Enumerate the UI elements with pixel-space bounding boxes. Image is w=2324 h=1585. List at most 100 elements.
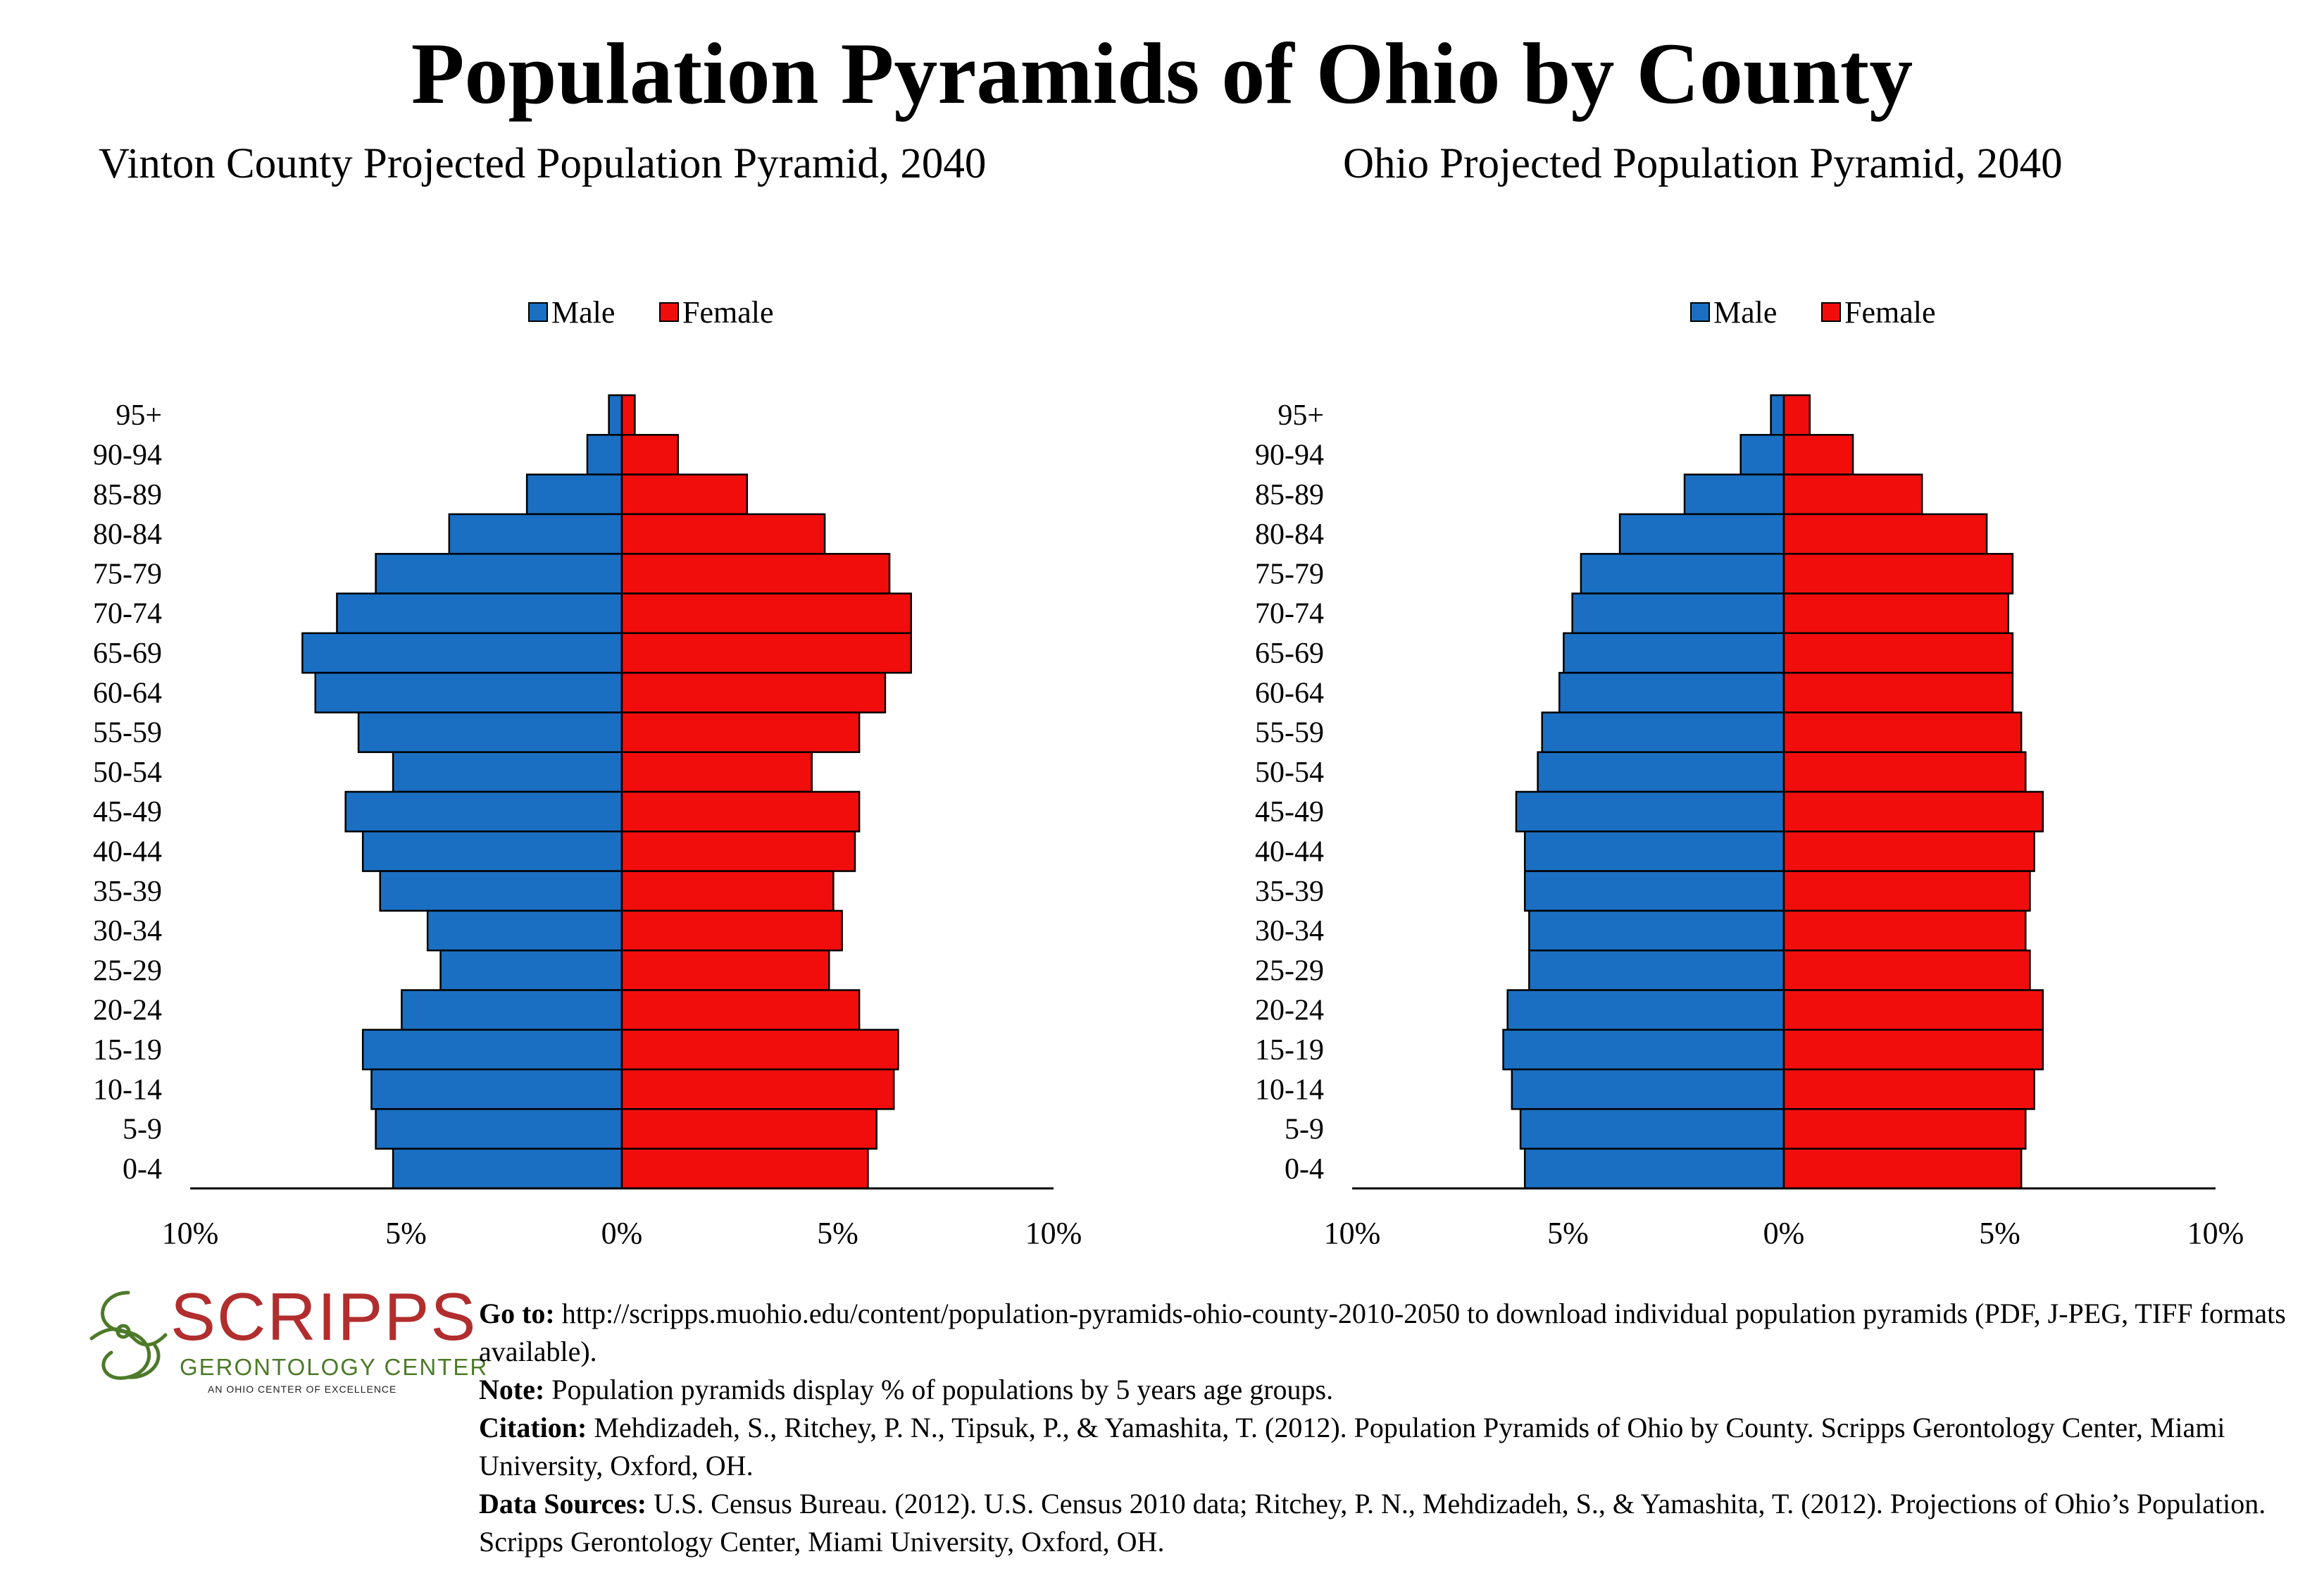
age-group-label: 75-79	[1255, 558, 1324, 590]
goto-text[interactable]: http://scripps.muohio.edu/content/popula…	[479, 1298, 2286, 1367]
bar-female	[620, 751, 813, 793]
notes-block: Go to: http://scripps.muohio.edu/content…	[479, 1295, 2310, 1561]
bar-male	[1770, 394, 1785, 436]
bar-female	[620, 711, 861, 753]
bar-male	[370, 1068, 623, 1110]
legend-swatch-male	[528, 302, 548, 322]
age-group-label: 20-24	[1255, 995, 1324, 1027]
bar-female	[1782, 989, 2044, 1031]
age-group-label: 10-14	[93, 1074, 162, 1106]
bar-male	[1580, 552, 1785, 595]
legend-label-male: Male	[551, 295, 615, 330]
bar-male	[1528, 909, 1785, 952]
bar-male	[1571, 592, 1785, 635]
bar-female	[1782, 632, 2014, 674]
bar-female	[620, 870, 835, 912]
legend-label-male: Male	[1713, 295, 1777, 330]
age-group-label: 5-9	[1285, 1114, 1324, 1146]
goto-line: Go to: http://scripps.muohio.edu/content…	[479, 1295, 2310, 1371]
bar-female	[1782, 949, 2031, 991]
bar-female	[1782, 592, 2010, 635]
x-tick-label: 5%	[385, 1216, 427, 1250]
age-group-label: 55-59	[1255, 717, 1324, 750]
bar-female	[1782, 671, 2014, 714]
age-group-label: 95+	[1277, 399, 1324, 432]
bar-male	[392, 1148, 623, 1190]
logo-tagline: AN OHIO CENTER OF EXCELLENCE	[208, 1384, 397, 1395]
bar-male	[361, 831, 623, 872]
bar-male	[1523, 1148, 1785, 1190]
bar-female	[1782, 1068, 2035, 1110]
bar-female	[620, 989, 861, 1031]
bar-male	[361, 1028, 623, 1071]
bar-female	[620, 831, 856, 872]
citation-text: Mehdizadeh, S., Ritchey, P. N., Tipsuk, …	[479, 1412, 2225, 1481]
vinton-pyramid-chart: Vinton County Projected Population Pyram…	[93, 140, 1082, 1250]
bar-male	[401, 989, 623, 1031]
bar-male	[1502, 1028, 1785, 1071]
age-group-label: 40-44	[93, 835, 162, 868]
bar-female	[620, 671, 887, 714]
sources-line: Data Sources: U.S. Census Bureau. (2012)…	[479, 1485, 2310, 1561]
bar-male	[1739, 434, 1785, 476]
bar-female	[1782, 711, 2023, 753]
page-title: Population Pyramids of Ohio by County	[411, 25, 1913, 122]
age-group-label: 65-69	[93, 638, 162, 670]
bar-male	[1511, 1068, 1785, 1110]
sources-text: U.S. Census Bureau. (2012). U.S. Census …	[479, 1488, 2266, 1558]
bar-female	[620, 592, 912, 635]
age-group-label: 45-49	[1255, 796, 1324, 828]
bar-female	[620, 434, 679, 476]
logo-subtitle: GERONTOLOGY CENTER	[180, 1354, 489, 1380]
bar-male	[1523, 831, 1785, 872]
bar-male	[344, 790, 623, 833]
bar-female	[620, 552, 891, 595]
x-tick-label: 0%	[1763, 1216, 1805, 1250]
age-group-label: 25-29	[93, 955, 162, 987]
age-group-label: 85-89	[1255, 479, 1324, 511]
age-group-label: 90-94	[93, 439, 162, 471]
bar-male	[426, 909, 623, 952]
bar-female	[620, 1108, 877, 1150]
bar-male	[525, 473, 623, 516]
bar-male	[1537, 751, 1785, 793]
bar-male	[448, 513, 623, 555]
bar-female	[1782, 1028, 2044, 1071]
age-group-label: 60-64	[1255, 677, 1324, 709]
citation-line: Citation: Mehdizadeh, S., Ritchey, P. N.…	[479, 1409, 2310, 1485]
bar-male	[1528, 949, 1785, 991]
age-group-label: 25-29	[1255, 955, 1324, 987]
bar-male	[1519, 1108, 1785, 1150]
bar-male	[314, 671, 623, 714]
age-group-label: 30-34	[93, 915, 162, 947]
chart-title: Vinton County Projected Population Pyram…	[99, 140, 986, 187]
bar-male	[1683, 473, 1785, 516]
bar-male	[439, 949, 623, 991]
x-tick-label: 5%	[1979, 1216, 2020, 1250]
age-group-label: 60-64	[93, 677, 162, 709]
bar-female	[1782, 473, 1923, 516]
x-tick-label: 5%	[1547, 1216, 1589, 1250]
bar-female	[620, 473, 749, 516]
bar-male	[1506, 989, 1785, 1031]
age-group-label: 50-54	[93, 757, 162, 789]
legend-swatch-female	[1821, 302, 1841, 322]
age-group-label: 35-39	[1255, 876, 1324, 908]
bar-female	[1782, 909, 2027, 952]
bar-male	[336, 592, 623, 635]
bar-male	[1558, 671, 1785, 714]
bar-male	[1618, 513, 1785, 555]
bar-male	[392, 751, 623, 793]
age-group-label: 85-89	[93, 479, 162, 511]
bar-female	[1782, 552, 2014, 595]
bar-male	[1541, 711, 1785, 753]
age-group-label: 40-44	[1255, 835, 1324, 868]
scripps-swirl-icon	[89, 1291, 168, 1380]
x-tick-label: 0%	[601, 1216, 643, 1250]
bar-female	[620, 1148, 869, 1190]
bar-female	[620, 632, 912, 674]
age-group-label: 90-94	[1255, 439, 1324, 471]
x-tick-label: 10%	[1324, 1216, 1381, 1250]
x-tick-label: 10%	[2187, 1216, 2244, 1250]
age-group-label: 30-34	[1255, 915, 1324, 947]
